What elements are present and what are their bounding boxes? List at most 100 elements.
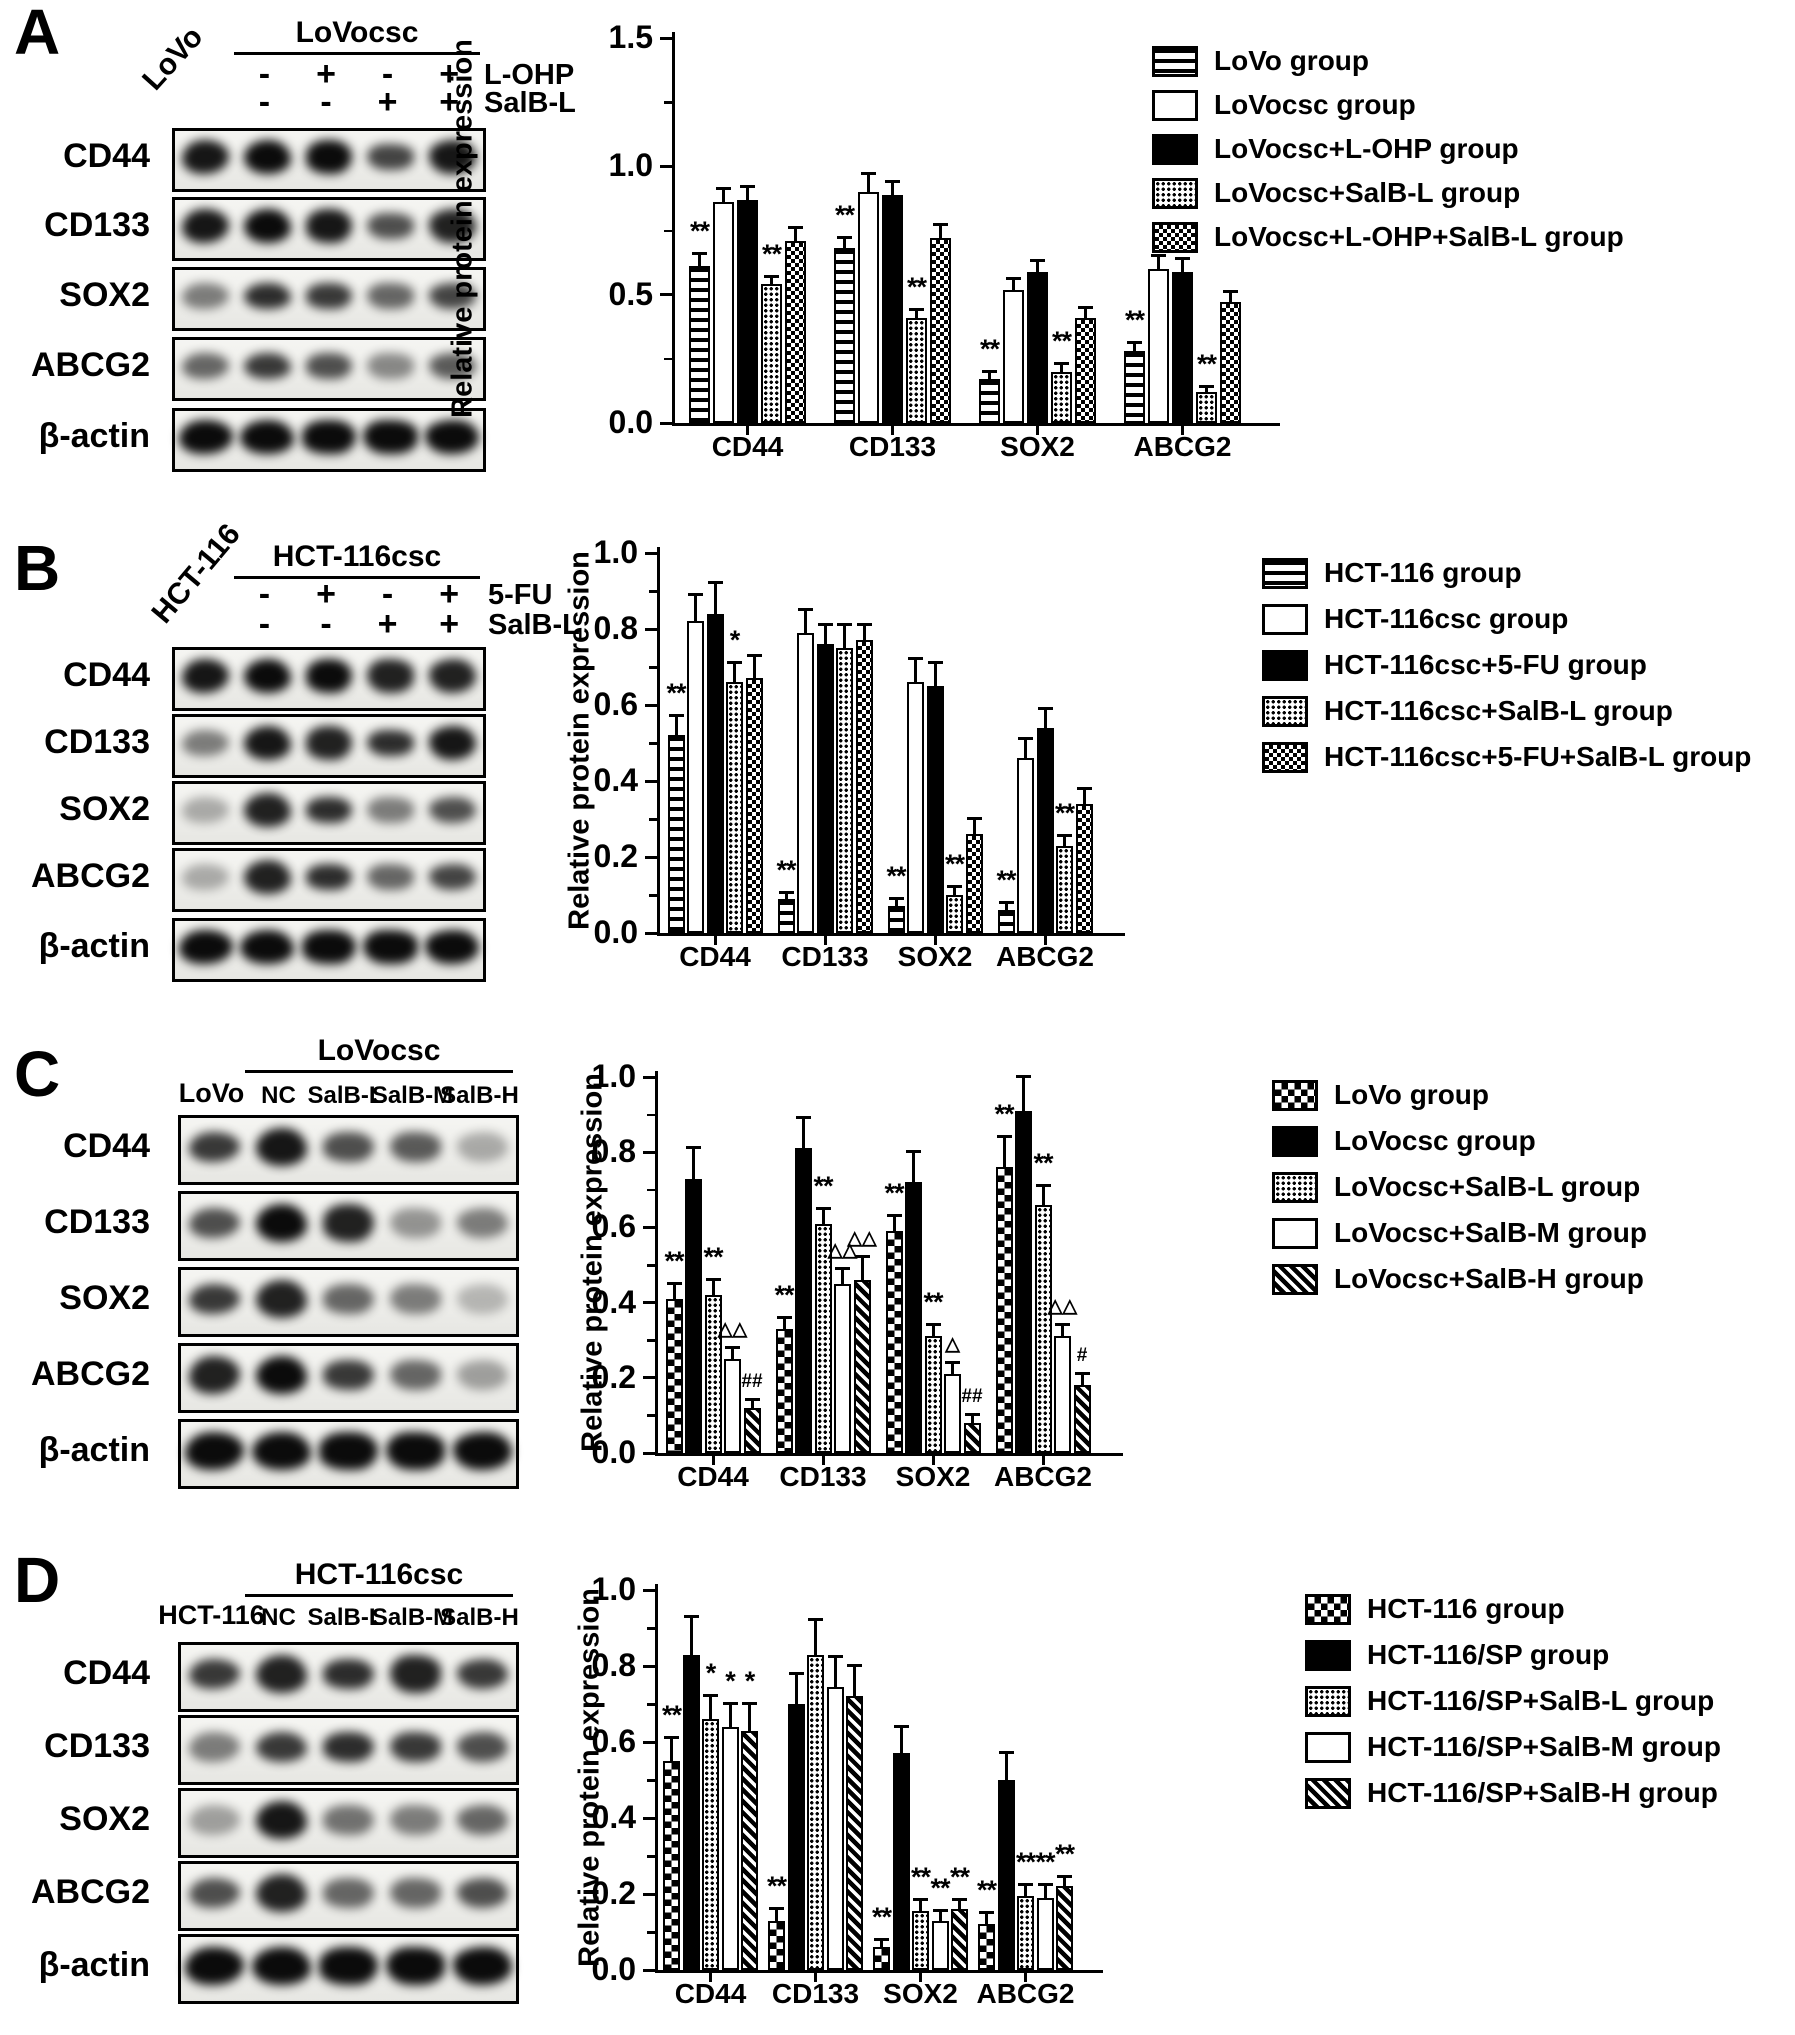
error-bar [752, 655, 756, 679]
bar-abcg2-lovocsc-salb-l-group [1196, 392, 1217, 423]
protein-band [189, 1208, 240, 1238]
error-bar-cap [1037, 706, 1053, 710]
bar-cd44-hct-116-sp-group [682, 1654, 700, 1970]
treatment-label-salb-l: SalB-L [488, 609, 580, 641]
x-axis-line [655, 1453, 1123, 1456]
significance-marker: △△ [827, 1239, 858, 1261]
band-row-label-actin: β-actin [38, 927, 150, 965]
protein-band [185, 1946, 244, 1986]
bar-cd133-lovo-group [775, 1328, 793, 1453]
error-bar-cap [740, 184, 755, 188]
y-minor-tick [647, 1339, 655, 1342]
bar-abcg2-hct-116-group [997, 910, 1015, 933]
protein-band [305, 659, 353, 693]
protein-band [367, 796, 414, 824]
error-bar-cap [966, 817, 982, 820]
x-tick [931, 1456, 935, 1465]
error-bar-cap [861, 172, 876, 176]
error-bar-cap [979, 1911, 994, 1914]
y-axis-label: Relative protein expression [446, 38, 479, 418]
protein-band [256, 1801, 307, 1839]
bar-cd44-hct-116csc-salb-l-group [726, 682, 743, 933]
protein-band [386, 1431, 445, 1471]
protein-band [301, 929, 357, 965]
bar-sox2-lovocsc-salb-l-group [924, 1336, 942, 1453]
protein-band [182, 140, 230, 174]
x-category-label-cd44: CD44 [711, 431, 784, 462]
protein-band [301, 419, 357, 455]
y-minor-tick [647, 1188, 655, 1192]
bar-cd44-hct-116csc-5-fu-group [706, 613, 724, 933]
protein-band [256, 1204, 307, 1242]
error-bar-cap [847, 1664, 862, 1667]
error-bar [867, 174, 870, 192]
lane-label-salb-h: SalB-H [440, 1604, 519, 1631]
protein-band [243, 659, 291, 693]
error-bar [860, 1257, 864, 1281]
band-row-label-abcg2: ABCG2 [30, 1873, 150, 1911]
error-bar-cap [778, 891, 794, 895]
bar-abcg2-hct-116-sp-group [997, 1780, 1015, 1970]
bar-cd133-hct-116-sp-salb-l-group [807, 1654, 824, 1970]
treatment-sign: - [258, 55, 271, 93]
bar-cd133-hct-116-sp-group [787, 1704, 805, 1970]
bar-cd44-hct-116-group [667, 735, 685, 933]
protein-band [305, 282, 353, 310]
bar-cd133-lovocsc-salb-l-group [906, 317, 927, 423]
protein-band [305, 140, 353, 174]
protein-band [457, 1878, 508, 1908]
significance-marker: ## [741, 1371, 763, 1393]
treatment-sign: - [381, 575, 394, 613]
protein-band [252, 1431, 311, 1471]
bar-abcg2-lovocsc-l-ohp-group [1172, 271, 1193, 423]
error-bar-cap [744, 1398, 760, 1402]
protein-band [305, 726, 353, 760]
bar-sox2-lovocsc-l-ohp-group [1027, 271, 1048, 423]
bar-cd133-hct-116csc-5-fu-salb-l-group [855, 640, 873, 933]
error-bar-cap [982, 369, 997, 373]
bar-sox2-lovo-group [979, 379, 1000, 423]
bar-cd133-hct-116-sp-salb-h-group [846, 1696, 863, 1970]
significance-marker: ** [976, 1875, 997, 1905]
error-bar [919, 1899, 922, 1912]
band-row-label-abcg2: ABCG2 [30, 857, 150, 895]
significance-marker: ** [923, 1287, 943, 1318]
error-bar-cap [707, 581, 723, 585]
protein-band [252, 1946, 311, 1986]
error-bar [1022, 1077, 1025, 1111]
significance-marker: ** [910, 1861, 931, 1892]
error-bar [804, 610, 807, 633]
protein-band [178, 419, 233, 455]
bar-sox2-hct-116-group [887, 906, 905, 933]
y-tick [643, 1740, 655, 1744]
legend-swatch-hct-116-sp-salb-m-group [1305, 1732, 1351, 1763]
significance-marker: △△ [717, 1318, 748, 1340]
error-bar-cap [692, 251, 707, 255]
x-category-label-cd133: CD133 [779, 1461, 867, 1492]
bar-cd133-lovocsc-salb-h-group [853, 1280, 871, 1453]
significance-marker: ** [994, 1099, 1014, 1130]
error-bar-cap [788, 1671, 804, 1675]
legend-swatch-lovo-group [1152, 46, 1198, 77]
x-axis-line [655, 1970, 1103, 1973]
bar-cd44-hct-116csc-group [687, 621, 704, 933]
x-category-label-abcg2: ABCG2 [1133, 431, 1232, 462]
significance-marker: ** [1035, 1846, 1055, 1877]
y-minor-tick [647, 1264, 655, 1267]
protein-band [305, 209, 353, 243]
x-tick [713, 936, 717, 945]
protein-band [323, 1284, 374, 1314]
blot-band-box-actin [178, 1419, 519, 1489]
legend-swatch-lovocsc-salb-m-group [1272, 1218, 1318, 1249]
protein-band [390, 1284, 441, 1314]
significance-marker: * [725, 1666, 736, 1696]
bar-sox2-hct-116-group [873, 1947, 890, 1970]
band-row-label-abcg2: ABCG2 [30, 1355, 150, 1393]
protein-band [182, 729, 230, 757]
error-bar-cap [796, 1116, 811, 1120]
lane-label-salb-l: SalB-L [307, 1604, 384, 1631]
significance-marker: ** [689, 215, 710, 246]
significance-marker: ** [1124, 305, 1145, 336]
legend-swatch-lovocsc-l-ohp-group [1152, 134, 1198, 165]
